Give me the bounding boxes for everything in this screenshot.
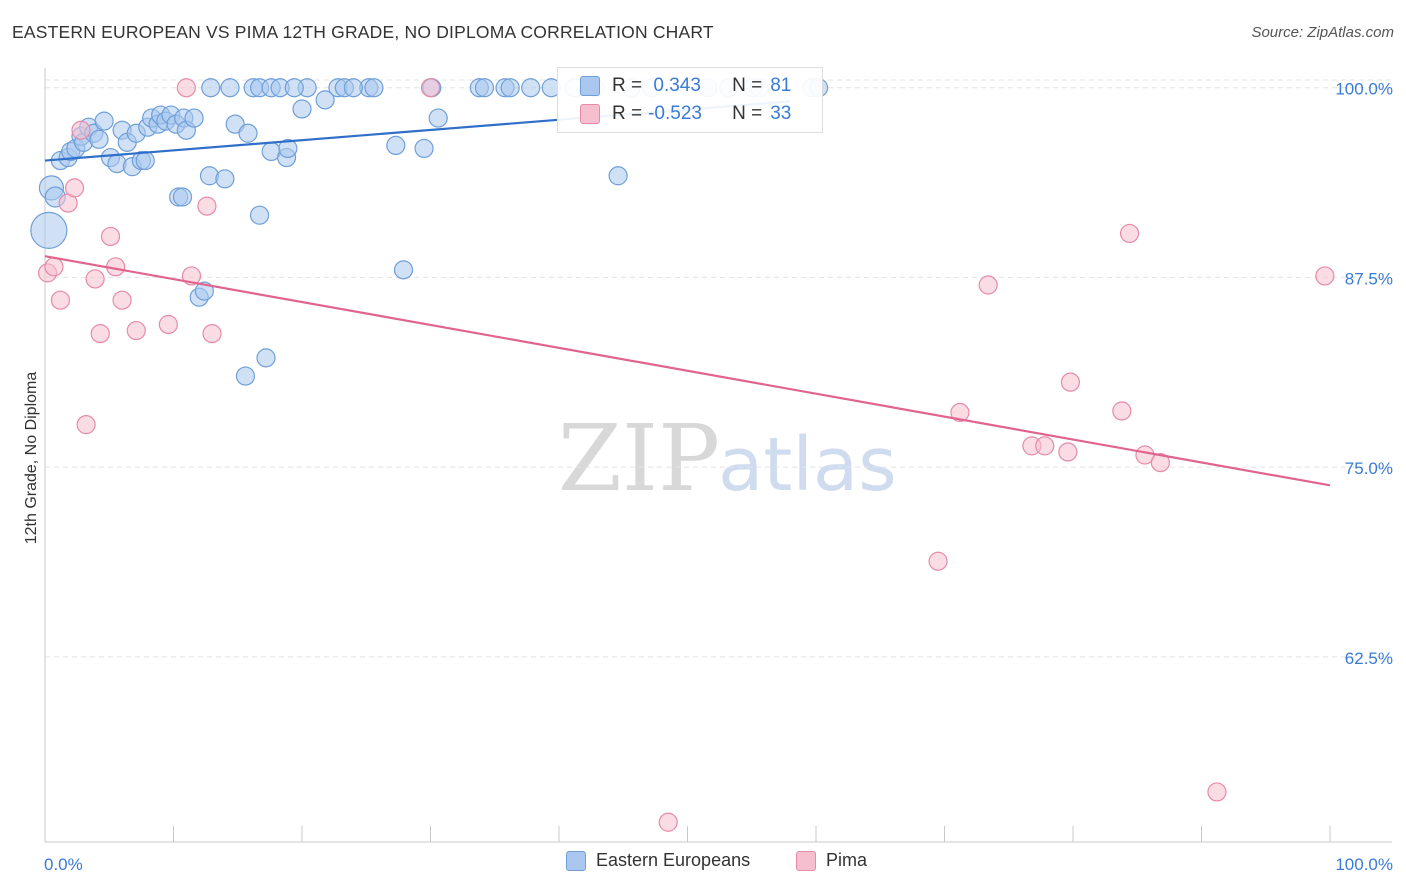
pima-point xyxy=(50,290,71,310)
eastern-europeans-point xyxy=(343,78,363,98)
watermark-atlas: atlas xyxy=(718,422,897,508)
pima-point xyxy=(1207,782,1227,802)
eastern-europeans-point xyxy=(500,78,520,98)
pink-swatch-icon xyxy=(796,850,816,871)
eastern-europeans-point xyxy=(256,348,276,368)
eastern-europeans-point xyxy=(135,150,155,171)
tick-labels: 100.0% 87.5% 75.0% 62.5% 0.0% 100.0% xyxy=(44,80,1393,874)
pima-point xyxy=(658,812,678,832)
correlation-legend: R = 0.343 N = 81 R = -0.523 N = 33 xyxy=(557,67,823,133)
pima-point xyxy=(71,120,91,140)
eastern-europeans-point xyxy=(249,205,270,225)
pima-point xyxy=(85,269,105,289)
legend-label: Pima xyxy=(826,850,868,870)
eastern-europeans-point xyxy=(194,281,214,301)
series-legend: Eastern Europeans Pima xyxy=(0,850,1406,878)
eastern-europeans-point xyxy=(220,78,240,98)
pima-point xyxy=(44,257,64,277)
x-tick-label: 100.0% xyxy=(1335,855,1393,874)
eastern-europeans-point xyxy=(608,166,628,186)
pima-point xyxy=(978,275,998,295)
y-tick-label: 87.5% xyxy=(1345,269,1393,288)
pima-trend-line xyxy=(44,255,1331,487)
chart-title: EASTERN EUROPEAN VS PIMA 12TH GRADE, NO … xyxy=(12,22,714,42)
eastern-europeans-point xyxy=(428,108,448,128)
pink-swatch-icon xyxy=(580,104,600,124)
eastern-europeans-point xyxy=(474,78,495,98)
pima-point xyxy=(100,226,121,247)
eastern-europeans-point xyxy=(201,78,221,98)
pima-point xyxy=(420,78,441,98)
pima-point xyxy=(176,78,196,98)
pima-point xyxy=(126,320,146,341)
r-value: 0.343 xyxy=(648,75,701,96)
blue-swatch-icon xyxy=(580,76,600,96)
blue-swatch-icon xyxy=(566,850,586,871)
eastern-europeans-point xyxy=(94,111,114,131)
pima-point xyxy=(1035,436,1055,456)
watermark-zip: ZIP xyxy=(558,405,720,512)
eastern-europeans-point xyxy=(107,154,127,174)
pima-point xyxy=(64,178,85,198)
eastern-europeans-point xyxy=(215,169,235,189)
pima-point xyxy=(76,415,96,435)
pima-point xyxy=(202,323,222,344)
eastern-europeans-point xyxy=(315,90,335,110)
eastern-europeans-point xyxy=(393,260,414,280)
eastern-europeans-point xyxy=(414,138,434,159)
n-label: N = xyxy=(732,103,763,124)
y-tick-label: 100.0% xyxy=(1335,80,1393,99)
pima-point xyxy=(1112,401,1132,421)
pima-point xyxy=(90,323,110,344)
source-credit: Source: ZipAtlas.com xyxy=(1251,24,1394,41)
eastern-europeans-point xyxy=(199,166,220,186)
legend-item-pima[interactable]: Pima xyxy=(796,850,867,871)
pima-point xyxy=(1150,452,1170,473)
eastern-europeans-point xyxy=(278,138,298,159)
eastern-europeans-point xyxy=(292,99,312,119)
legend-label: Eastern Europeans xyxy=(596,850,751,870)
eastern-europeans-point xyxy=(521,78,541,98)
n-value: 81 xyxy=(770,75,792,96)
n-value: 33 xyxy=(770,103,792,124)
n-label: N = xyxy=(732,75,763,96)
eastern-europeans-point xyxy=(235,366,256,386)
eastern-europeans-point xyxy=(386,135,406,155)
pima-point xyxy=(1315,266,1335,286)
pima-point xyxy=(1058,442,1078,462)
legend-item-eastern-europeans[interactable]: Eastern Europeans xyxy=(566,850,750,871)
eastern-europeans-point xyxy=(364,78,384,98)
eastern-europeans-point xyxy=(238,123,258,143)
eastern-europeans-point xyxy=(184,108,204,128)
x-tick-label: 0.0% xyxy=(44,855,83,874)
pima-point xyxy=(197,196,217,216)
eastern-europeans-point xyxy=(172,187,193,207)
pima-point xyxy=(158,314,178,335)
r-label: R = xyxy=(612,103,643,124)
eastern-europeans-point xyxy=(30,211,68,249)
pima-point xyxy=(950,402,970,423)
r-value: -0.523 xyxy=(648,103,702,124)
pima-point xyxy=(928,551,948,571)
correlation-row-eastern-europeans: R = 0.343 N = 81 xyxy=(580,72,791,100)
y-tick-label: 75.0% xyxy=(1345,459,1393,478)
pima-point xyxy=(1119,223,1140,244)
correlation-row-pima: R = -0.523 N = 33 xyxy=(580,100,791,128)
eastern-europeans-point xyxy=(284,78,304,98)
eastern-europeans-point xyxy=(89,129,109,149)
pima-point xyxy=(1060,372,1081,392)
r-label: R = xyxy=(612,75,643,96)
y-tick-label: 62.5% xyxy=(1345,649,1393,668)
pima-point xyxy=(112,290,132,310)
